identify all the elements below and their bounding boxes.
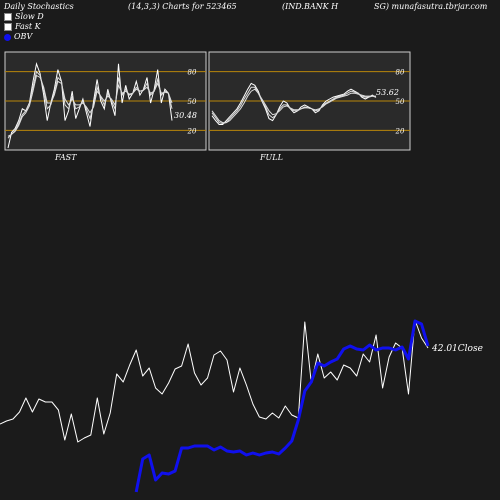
level-label: 50 <box>396 98 405 106</box>
level-label: 80 <box>188 69 197 77</box>
ticker-name: (IND.BANK H <box>282 2 339 11</box>
level-label: 80 <box>396 69 405 77</box>
legend-item-slow-d: Slow D <box>4 12 44 22</box>
chart-title: Daily Stochastics <box>4 2 74 11</box>
site-label: SG) munafasutra.tbrjar.com <box>374 2 488 11</box>
series-line <box>211 86 377 125</box>
legend-item-obv: OBV <box>4 32 44 42</box>
series-line <box>7 61 173 149</box>
legend-swatch <box>4 13 12 21</box>
legend: Slow D Fast K OBV <box>4 12 44 42</box>
level-label: 50 <box>188 98 197 106</box>
panel-title: FULL <box>259 153 283 162</box>
series-line <box>7 70 173 139</box>
series-line <box>211 82 377 125</box>
series-line <box>7 74 173 137</box>
close-line <box>0 319 429 443</box>
level-label: 20 <box>187 127 197 135</box>
last-value-label: 30.48 <box>174 111 197 120</box>
last-value-label: 53.62 <box>376 88 399 97</box>
legend-item-fast-k: Fast K <box>4 22 44 32</box>
obv-line <box>134 319 430 493</box>
panel-title: FAST <box>54 153 77 162</box>
legend-swatch <box>4 23 12 31</box>
level-label: 20 <box>395 127 405 135</box>
chart-subtitle: (14,3,3) Charts for 523465 <box>128 2 237 11</box>
legend-swatch <box>4 33 11 41</box>
close-value-label: 42.01Close <box>431 344 483 354</box>
series-line <box>211 88 376 124</box>
